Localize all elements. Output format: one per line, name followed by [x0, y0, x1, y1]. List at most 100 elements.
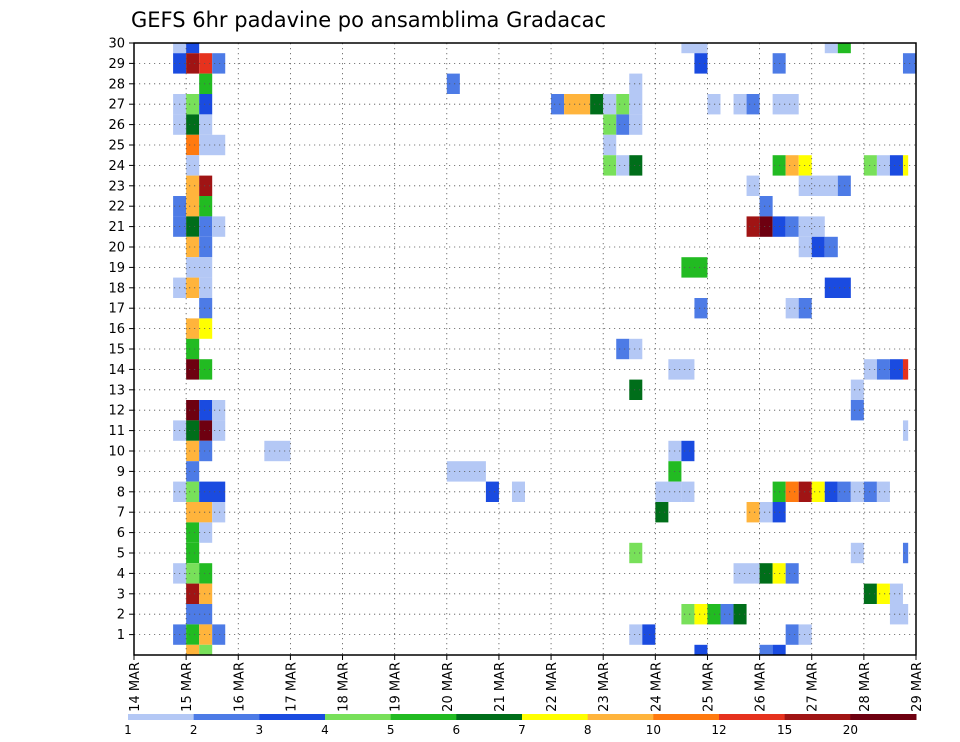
- heatmap-cell: [186, 440, 200, 462]
- y-tick-label: 13: [108, 383, 125, 398]
- colorbar-label: 10: [646, 723, 661, 737]
- heatmap-cell: [785, 216, 799, 237]
- heatmap-cell: [186, 542, 200, 564]
- heatmap-cell: [772, 94, 799, 115]
- y-tick-label: 17: [108, 302, 125, 317]
- heatmap-cell: [186, 400, 200, 421]
- heatmap-cell: [798, 216, 825, 237]
- heatmap-cell: [186, 196, 200, 217]
- heatmap-cell: [850, 379, 864, 400]
- heatmap-cell: [186, 53, 200, 74]
- heatmap-cell: [694, 298, 708, 319]
- y-tick-label: 18: [108, 281, 125, 296]
- colorbar-swatch: [259, 714, 326, 720]
- heatmap-cell: [902, 359, 909, 380]
- heatmap-cell: [186, 236, 200, 258]
- colorbar-swatch: [522, 714, 589, 720]
- x-tick-label: 27 MAR: [806, 662, 821, 712]
- colorbar-label: 3: [256, 723, 264, 737]
- colorbar-swatch: [128, 714, 195, 720]
- heatmap-cell: [759, 216, 773, 237]
- heatmap-cell: [785, 624, 799, 645]
- heatmap-cell: [720, 604, 734, 625]
- x-tick-label: 20 MAR: [441, 662, 456, 712]
- x-axis: 14 MAR 15 MAR 16 MAR 17 MAR 18 MAR 19 MAR 20 M…: [128, 655, 925, 712]
- y-tick-label: 8: [117, 485, 125, 500]
- y-tick-label: 7: [117, 506, 125, 521]
- heatmap-cell: [199, 134, 226, 156]
- heatmap-cell: [551, 94, 565, 115]
- heatmap-cell: [199, 644, 213, 655]
- heatmap-cell: [212, 400, 226, 421]
- heatmap-cell: [186, 624, 200, 645]
- colorbar: 1 2 3 4 5 6 7 8 10 12 15 20: [124, 714, 917, 737]
- heatmap-cell: [824, 481, 838, 502]
- heatmap-cell: [186, 175, 200, 196]
- y-tick-label: 4: [117, 567, 125, 582]
- heatmap-cell: [186, 481, 200, 502]
- heatmap-cell: [759, 644, 773, 655]
- heatmap-cell: [889, 359, 903, 380]
- heatmap-cell: [590, 94, 604, 115]
- heatmap-cell: [186, 583, 200, 604]
- heatmap-cell: [772, 644, 786, 655]
- colorbar-swatch: [193, 714, 260, 720]
- heatmap-cell: [746, 94, 760, 115]
- heatmap-cell: [681, 440, 695, 462]
- heatmap-cell: [199, 400, 213, 421]
- y-tick-label: 25: [108, 139, 125, 154]
- x-tick-label: 24 MAR: [649, 662, 664, 712]
- heatmap-cell: [733, 563, 760, 584]
- heatmap-cell: [199, 481, 226, 502]
- colorbar-swatch: [325, 714, 392, 720]
- heatmap-cell: [902, 420, 909, 441]
- heatmap-cell: [707, 94, 721, 115]
- y-axis: 1234567891011121314151617181920212223242…: [108, 37, 134, 643]
- heatmap-cell: [186, 277, 200, 298]
- heatmap-cell: [798, 481, 812, 502]
- heatmap-cell: [199, 359, 213, 380]
- heatmap-cell: [811, 481, 825, 502]
- heatmap-cell: [746, 216, 760, 237]
- x-tick-label: 15 MAR: [180, 662, 195, 712]
- heatmap-cell: [199, 298, 213, 319]
- x-tick-label: 14 MAR: [128, 662, 143, 712]
- x-tick-label: 21 MAR: [493, 662, 508, 712]
- heatmap-cell: [199, 236, 213, 258]
- heatmap-cell: [629, 379, 643, 400]
- heatmap-cell: [186, 318, 200, 339]
- x-tick-label: 19 MAR: [389, 662, 404, 712]
- y-tick-label: 9: [117, 465, 125, 480]
- heatmap-cell: [694, 53, 708, 74]
- x-tick-label: 18 MAR: [337, 662, 352, 712]
- heatmap-cell: [850, 400, 864, 421]
- y-tick-label: 21: [108, 220, 125, 235]
- heatmap-cell: [212, 420, 226, 441]
- y-tick-label: 6: [117, 526, 125, 541]
- x-tick-label: 29 MAR: [910, 662, 925, 712]
- x-tick-label: 22 MAR: [545, 662, 560, 712]
- heatmap-cell: [629, 73, 643, 94]
- heatmap-cell: [629, 624, 643, 645]
- heatmap-cell: [199, 277, 213, 298]
- heatmap-cell: [798, 236, 812, 258]
- heatmap-cell: [212, 502, 226, 523]
- heatmap-cell: [629, 155, 643, 176]
- heatmap-cell: [199, 175, 213, 196]
- colorbar-label: 2: [190, 723, 198, 737]
- heatmap-cell: [798, 175, 838, 196]
- colorbar-swatch: [456, 714, 523, 720]
- y-tick-label: 23: [108, 179, 125, 194]
- y-tick-label: 12: [108, 404, 125, 419]
- heatmap-cell: [811, 236, 825, 258]
- heatmap-cell: [199, 53, 213, 74]
- heatmap-cell: [876, 481, 890, 502]
- heatmap-cell: [186, 563, 200, 584]
- x-tick-label: 26 MAR: [754, 662, 769, 712]
- heatmap-cell: [785, 298, 799, 319]
- y-tick-label: 19: [108, 261, 125, 276]
- y-tick-label: 27: [108, 98, 125, 113]
- colorbar-swatch: [719, 714, 786, 720]
- heatmap-cell: [889, 583, 903, 604]
